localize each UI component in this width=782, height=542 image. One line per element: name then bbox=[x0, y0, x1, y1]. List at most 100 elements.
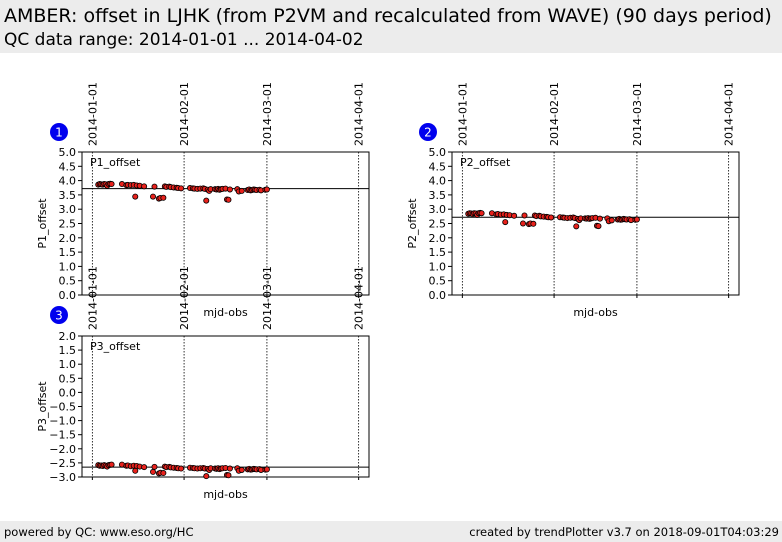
y-tick-label: −2.0 bbox=[49, 443, 76, 456]
x-axis-label: mjd-obs bbox=[203, 306, 248, 319]
data-point bbox=[150, 193, 157, 200]
date-marker-label: 2014-01-01 bbox=[86, 266, 99, 330]
y-tick-label: 2.0 bbox=[429, 232, 447, 245]
data-point bbox=[178, 465, 185, 472]
data-point bbox=[502, 219, 509, 226]
y-tick-label: 0.5 bbox=[59, 275, 77, 288]
y-tick-label: 0.0 bbox=[59, 289, 77, 302]
plot-title: P3_offset bbox=[90, 340, 141, 353]
plot-frame bbox=[81, 335, 370, 478]
y-tick-label: 0.0 bbox=[59, 386, 77, 399]
data-point bbox=[548, 214, 555, 221]
plot-title: P1_offset bbox=[90, 156, 141, 169]
panel-badge bbox=[419, 123, 437, 141]
data-point bbox=[521, 212, 528, 219]
data-point bbox=[132, 193, 139, 200]
y-axis-label: P3_offset bbox=[36, 381, 49, 432]
y-tick-label: 4.0 bbox=[429, 175, 447, 188]
y-tick-label: 3.5 bbox=[429, 189, 447, 202]
data-point bbox=[203, 473, 210, 480]
date-marker-label: 2014-03-01 bbox=[631, 82, 644, 146]
y-axis-label: P1_offset bbox=[36, 198, 49, 249]
data-point bbox=[151, 463, 158, 470]
panel-badge bbox=[50, 123, 68, 141]
date-marker-label: 2014-02-01 bbox=[178, 266, 191, 330]
y-tick-label: 5.0 bbox=[429, 146, 447, 159]
data-point bbox=[141, 464, 148, 471]
data-point bbox=[263, 186, 270, 193]
data-point bbox=[226, 465, 233, 472]
data-point bbox=[160, 470, 167, 477]
y-tick-label: 3.0 bbox=[429, 203, 447, 216]
chart-panel-2: 0.00.5 1.01.52.02.5 3.03.54.0 4.55.0 2014-01… bbox=[406, 82, 740, 319]
chart-area: 0.00.51.01.52.02.53.03.54.04.55.02014-01… bbox=[36, 82, 740, 501]
date-marker-label: 2014-04-01 bbox=[353, 266, 366, 330]
data-point bbox=[160, 194, 167, 201]
date-marker-label: 2014-02-01 bbox=[548, 82, 561, 146]
data-point bbox=[108, 181, 115, 188]
date-marker-label: 2014-02-01 bbox=[178, 82, 191, 146]
x-axis-label: mjd-obs bbox=[203, 488, 248, 501]
y-tick-label: −1.0 bbox=[49, 415, 76, 428]
data-point bbox=[226, 186, 233, 193]
data-point bbox=[633, 216, 640, 223]
y-tick-label: 3.5 bbox=[59, 189, 77, 202]
data-point bbox=[225, 196, 232, 203]
y-tick-label: 1.0 bbox=[429, 260, 447, 273]
date-marker-label: 2014-04-01 bbox=[353, 82, 366, 146]
data-point bbox=[151, 183, 158, 190]
date-marker-label: 2014-04-01 bbox=[723, 82, 736, 146]
data-point bbox=[108, 461, 115, 468]
header-bar: AMBER: offset in LJHK (from P2VM and rec… bbox=[0, 0, 782, 53]
panel-badge-number: 3 bbox=[55, 309, 63, 323]
x-axis-label: mjd-obs bbox=[573, 306, 618, 319]
y-tick-label: 2.5 bbox=[429, 218, 447, 231]
y-tick-label: 4.5 bbox=[59, 160, 77, 173]
y-tick-label: 2.0 bbox=[59, 330, 77, 343]
plot-frame bbox=[81, 151, 370, 296]
y-axis-label: P2_offset bbox=[406, 198, 419, 249]
y-tick-label: −0.5 bbox=[49, 401, 76, 414]
y-tick-label: 1.0 bbox=[59, 358, 77, 371]
y-tick-label: 2.5 bbox=[59, 218, 77, 231]
y-tick-label: 4.0 bbox=[59, 175, 77, 188]
page-title: AMBER: offset in LJHK (from P2VM and rec… bbox=[4, 5, 772, 27]
data-point bbox=[238, 187, 245, 194]
data-point bbox=[511, 212, 518, 219]
y-tick-label: 4.5 bbox=[429, 160, 447, 173]
panel-badge-number: 1 bbox=[55, 126, 63, 140]
date-marker-label: 2014-03-01 bbox=[261, 82, 274, 146]
plot-title: P2_offset bbox=[460, 156, 511, 169]
y-tick-label: 2.0 bbox=[59, 232, 77, 245]
data-point bbox=[478, 210, 485, 217]
chart-panel-1: 0.00.5 1.01.52.02.5 3.03.54.0 4.55.0 2014-01… bbox=[36, 82, 370, 319]
y-tick-label: 5.0 bbox=[59, 146, 77, 159]
y-tick-label: 1.5 bbox=[59, 246, 77, 259]
y-tick-label: 0.5 bbox=[429, 275, 447, 288]
y-tick-label: −3.0 bbox=[49, 471, 76, 484]
footer-created-by: created by trendPlotter v3.7 on 2018-09-… bbox=[469, 525, 779, 539]
data-point bbox=[596, 215, 603, 222]
data-point bbox=[238, 466, 245, 473]
chart-panel-3: −3.0−2.5−2.0−1.5−1.0−0.50.00.51.01.52.02… bbox=[36, 266, 370, 501]
y-tick-label: 1.5 bbox=[429, 246, 447, 259]
data-point bbox=[178, 185, 185, 192]
data-point bbox=[263, 466, 270, 473]
panel-badge-number: 2 bbox=[424, 126, 432, 140]
date-marker-label: 2014-01-01 bbox=[86, 82, 99, 146]
date-marker-label: 2014-03-01 bbox=[261, 266, 274, 330]
data-point bbox=[150, 468, 157, 475]
y-tick-label: 1.0 bbox=[59, 260, 77, 273]
date-marker-label: 2014-01-01 bbox=[456, 82, 469, 146]
data-point bbox=[520, 220, 527, 227]
data-point bbox=[225, 472, 232, 479]
data-point bbox=[608, 217, 615, 224]
footer-powered-by: powered by QC: www.eso.org/HC bbox=[4, 525, 194, 539]
y-tick-label: −2.5 bbox=[49, 457, 76, 470]
y-tick-label: 1.5 bbox=[59, 344, 77, 357]
data-point bbox=[573, 223, 580, 230]
y-tick-label: 0.0 bbox=[429, 289, 447, 302]
footer-bar: powered by QC: www.eso.org/HC created by… bbox=[0, 521, 782, 542]
y-tick-label: 3.0 bbox=[59, 203, 77, 216]
data-point bbox=[141, 183, 148, 190]
